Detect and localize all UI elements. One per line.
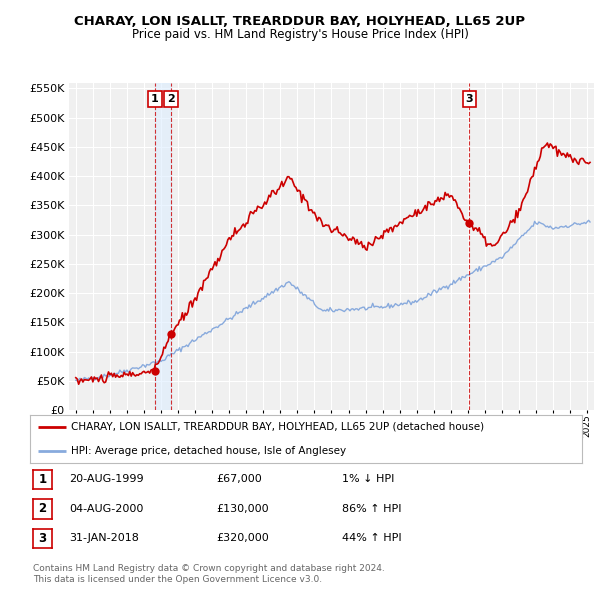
Text: 1: 1 [38, 473, 47, 486]
Text: This data is licensed under the Open Government Licence v3.0.: This data is licensed under the Open Gov… [33, 575, 322, 584]
Text: HPI: Average price, detached house, Isle of Anglesey: HPI: Average price, detached house, Isle… [71, 446, 347, 456]
Text: 20-AUG-1999: 20-AUG-1999 [69, 474, 143, 484]
Text: Price paid vs. HM Land Registry's House Price Index (HPI): Price paid vs. HM Land Registry's House … [131, 28, 469, 41]
Text: 1% ↓ HPI: 1% ↓ HPI [342, 474, 394, 484]
Text: 2: 2 [38, 502, 47, 516]
Text: £320,000: £320,000 [216, 533, 269, 543]
Text: Contains HM Land Registry data © Crown copyright and database right 2024.: Contains HM Land Registry data © Crown c… [33, 565, 385, 573]
Text: 86% ↑ HPI: 86% ↑ HPI [342, 504, 401, 514]
Text: 44% ↑ HPI: 44% ↑ HPI [342, 533, 401, 543]
Text: 04-AUG-2000: 04-AUG-2000 [69, 504, 143, 514]
Text: £67,000: £67,000 [216, 474, 262, 484]
Bar [155, 83, 171, 410]
Text: CHARAY, LON ISALLT, TREARDDUR BAY, HOLYHEAD, LL65 2UP: CHARAY, LON ISALLT, TREARDDUR BAY, HOLYH… [74, 15, 526, 28]
Text: 1: 1 [151, 94, 159, 104]
Text: 3: 3 [466, 94, 473, 104]
Text: £130,000: £130,000 [216, 504, 269, 514]
Text: CHARAY, LON ISALLT, TREARDDUR BAY, HOLYHEAD, LL65 2UP (detached house): CHARAY, LON ISALLT, TREARDDUR BAY, HOLYH… [71, 422, 485, 432]
Text: 2: 2 [167, 94, 175, 104]
Text: 31-JAN-2018: 31-JAN-2018 [69, 533, 139, 543]
Text: 3: 3 [38, 532, 47, 545]
